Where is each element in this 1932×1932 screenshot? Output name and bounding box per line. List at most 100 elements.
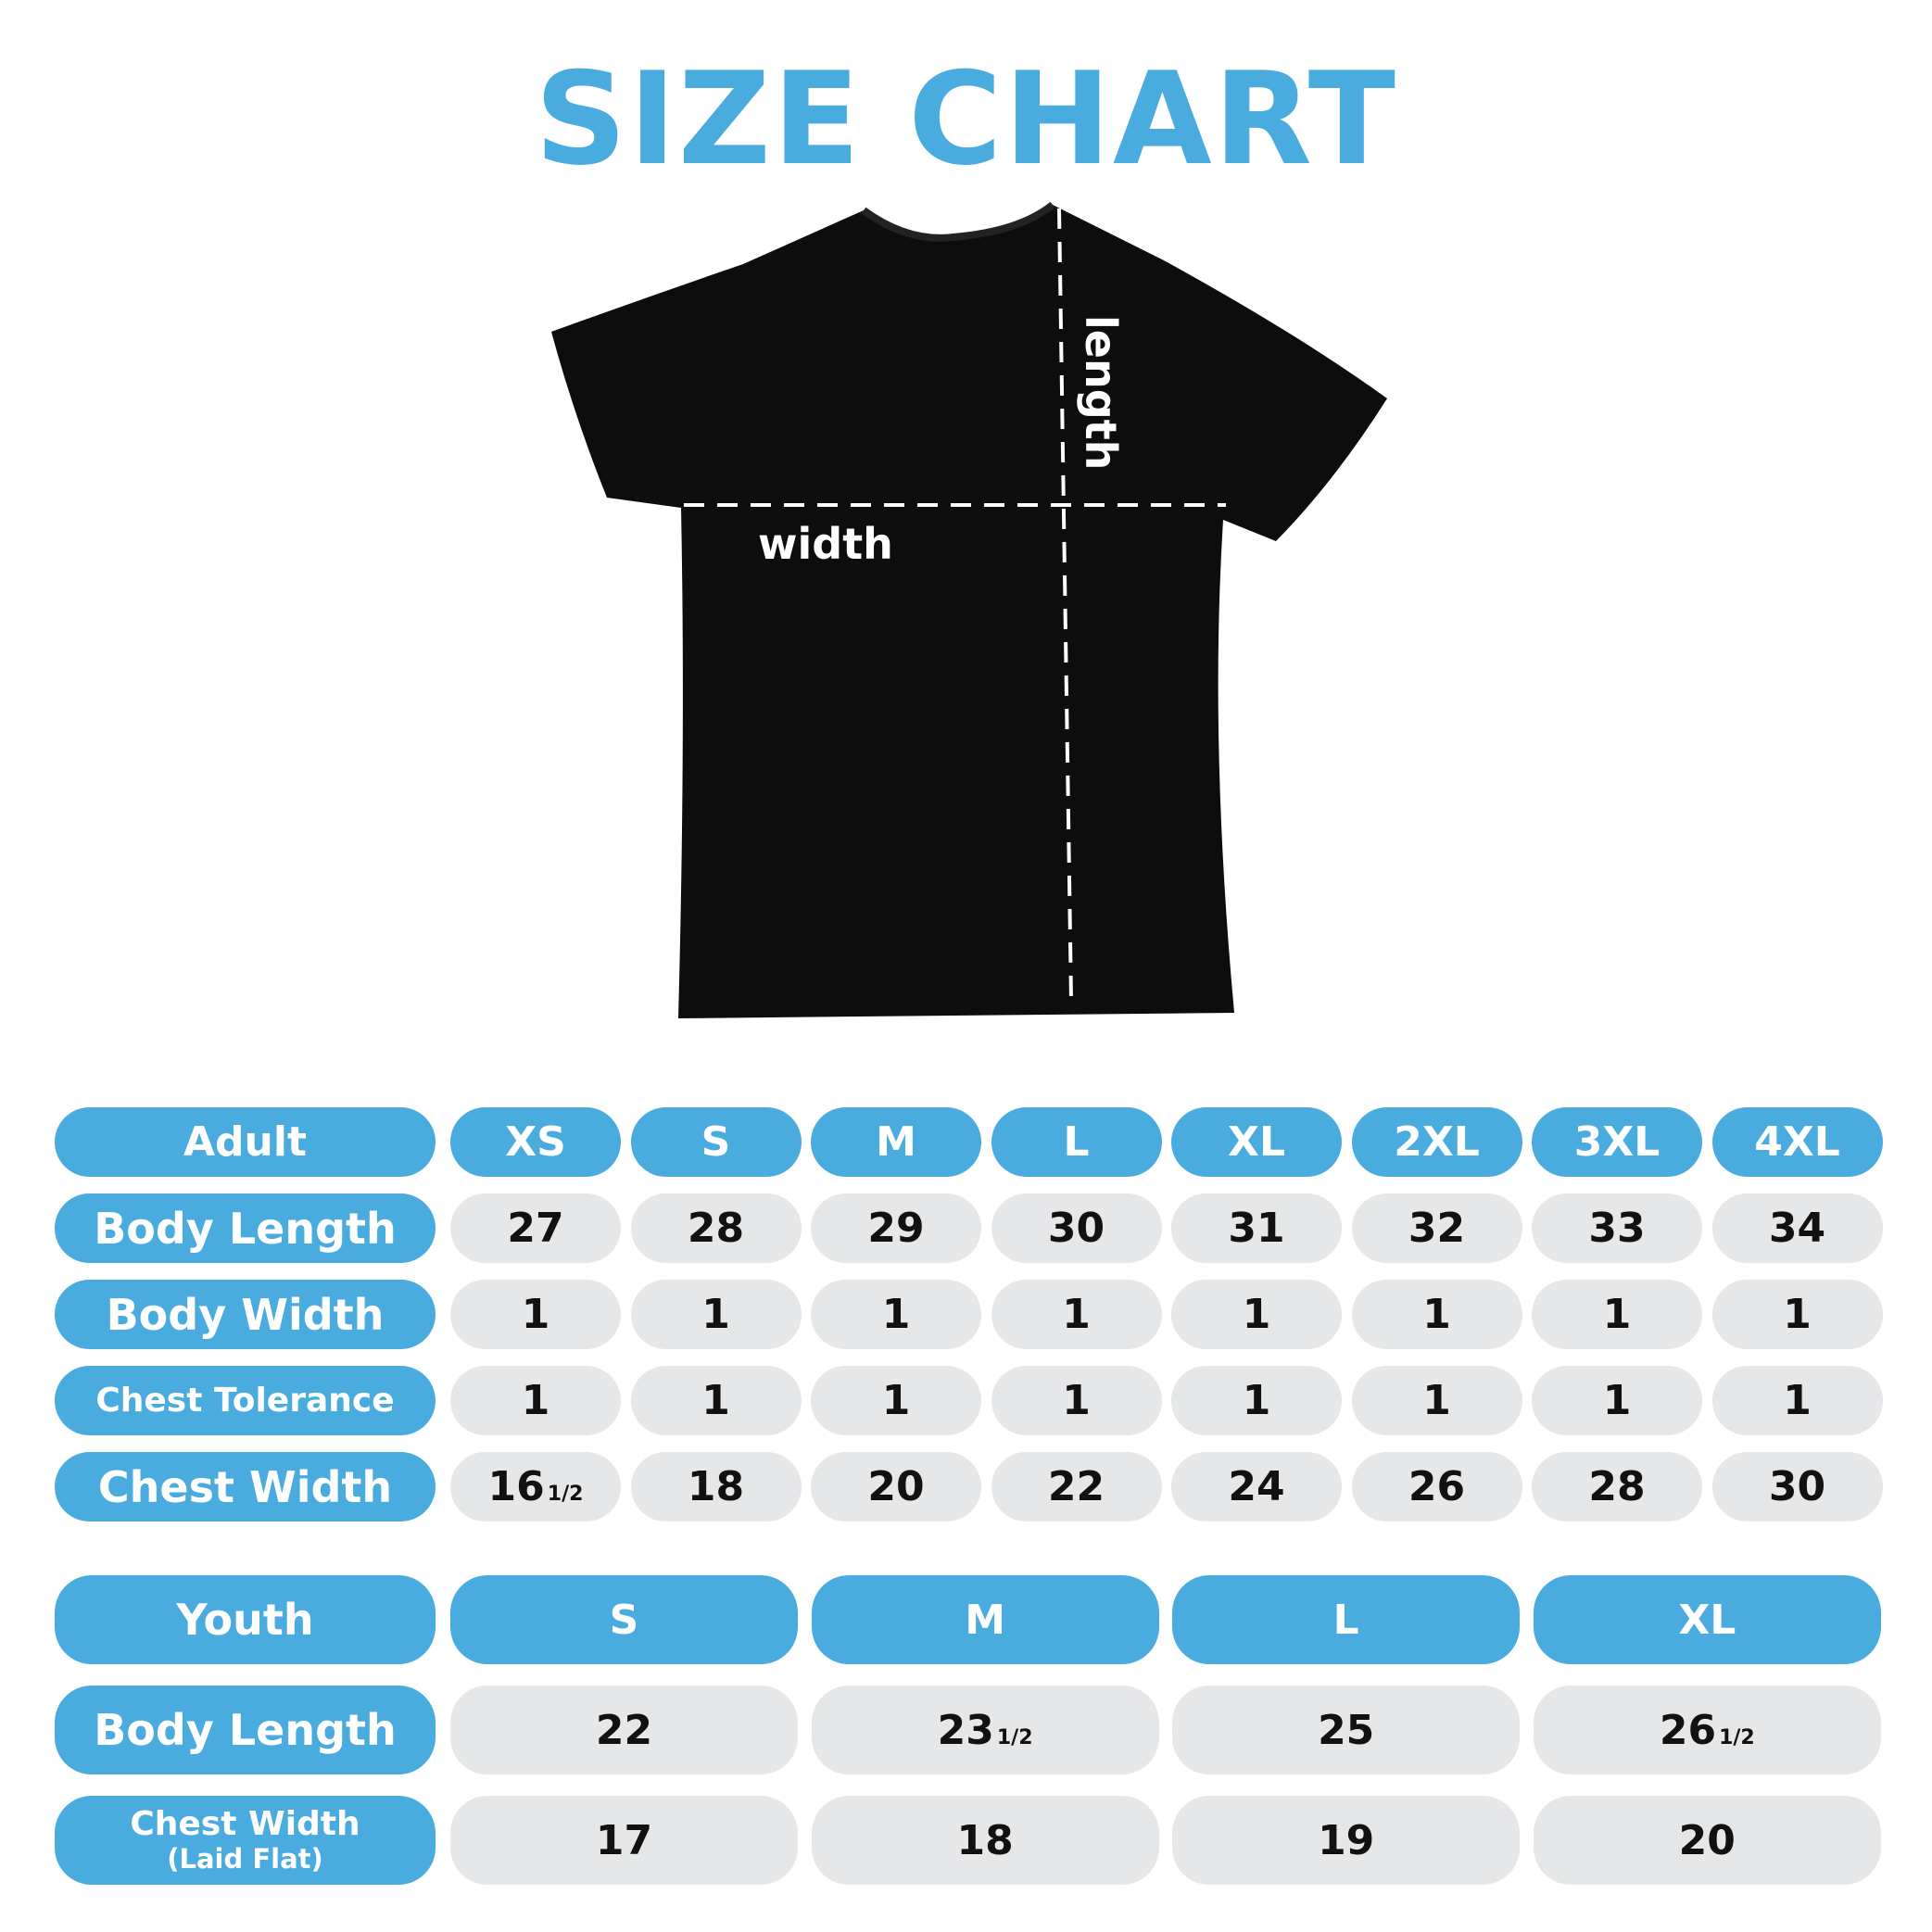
adult-cell: 20 [811,1452,981,1522]
youth-row-label: Body Length [55,1686,436,1774]
adult-cell: 27 [450,1193,621,1263]
size-label: S [609,1596,639,1644]
value-number: 30 [1047,1205,1105,1252]
cell-value: 22 [1048,1463,1105,1510]
value-number: 28 [687,1205,745,1252]
value-number: 1 [1783,1377,1812,1424]
value-number: 25 [1318,1706,1375,1754]
cell-value: 17 [596,1817,652,1864]
adult-cell: 33 [1532,1193,1702,1263]
value-number: 1 [701,1291,730,1338]
cell-value: 26 1/2 [1660,1707,1755,1754]
row-label: Chest Width [97,1461,393,1512]
value-number: 16 [487,1463,545,1510]
adult-header: Adult [55,1107,436,1177]
adult-row-label: Chest Width [55,1452,436,1522]
value-fraction: 1/2 [1719,1725,1755,1749]
youth-cell: 18 [811,1796,1159,1885]
adult-cell: 1 [630,1366,802,1435]
cell-value: 34 [1769,1205,1825,1252]
adult-cell: 28 [1532,1452,1702,1522]
adult-cell: 1 [450,1280,621,1349]
adult-cell: 1 [811,1280,981,1349]
cell-value: 1 [1783,1291,1812,1338]
size-label: XL [1678,1596,1736,1644]
cell-value: 1 [1422,1291,1451,1338]
adult-row-label: Body Width [55,1280,436,1349]
cell-value: 1 [1422,1377,1451,1424]
value-number: 1 [701,1377,730,1424]
value-number: 20 [867,1463,925,1510]
value-number: 33 [1588,1205,1646,1252]
cell-value: 1 [1062,1291,1091,1338]
cell-value: 1 [1062,1377,1091,1424]
cell-value: 28 [688,1205,744,1252]
adult-cell: 22 [991,1452,1162,1522]
cell-value: 20 [1679,1817,1736,1864]
adult-cell: 1 [1532,1280,1702,1349]
adult-cell: 34 [1711,1193,1883,1263]
adult-cell: 1 [991,1366,1162,1435]
adult-cell: 1 [450,1366,621,1435]
adult-cell: 30 [991,1193,1162,1263]
value-number: 30 [1768,1463,1826,1510]
youth-cell: 23 1/2 [811,1686,1159,1774]
size-label: 4XL [1754,1118,1840,1166]
row-label: Body Width [106,1289,385,1340]
cell-value: 1 [522,1291,550,1338]
value-number: 1 [1602,1377,1632,1424]
adult-cell: 1 [1171,1280,1342,1349]
value-number: 1 [881,1291,911,1338]
adult-cell: 26 [1351,1452,1522,1522]
row-label: Chest Width [130,1805,360,1843]
value-number: 1 [1783,1291,1812,1338]
tshirt-image [551,205,1387,1018]
youth-cell: 17 [450,1796,798,1885]
value-number: 32 [1408,1205,1466,1252]
collar [861,201,1055,242]
cell-value: 1 [882,1291,911,1338]
size-label: 2XL [1394,1118,1480,1166]
value-number: 17 [595,1816,653,1864]
cell-value: 1 [701,1377,730,1424]
row-label: Chest Tolerance [95,1381,395,1420]
adult-size-header: L [991,1107,1162,1177]
youth-header-label: Youth [176,1595,314,1645]
adult-cell: 1 [1711,1366,1883,1435]
adult-size-header: XS [450,1107,621,1177]
size-label: 3XL [1573,1118,1661,1166]
cell-value: 1 [522,1377,550,1424]
cell-value: 30 [1769,1463,1825,1510]
youth-cell: 19 [1172,1796,1521,1885]
cell-value: 1 [882,1377,911,1424]
value-number: 22 [595,1706,653,1754]
cell-value: 1 [1603,1377,1632,1424]
row-label: Body Length [94,1203,397,1254]
row-sublabel: (Laid Flat) [167,1843,323,1875]
adult-cell: 1 [1711,1280,1883,1349]
youth-cell: 22 [450,1686,798,1774]
adult-size-header: 3XL [1532,1107,1702,1177]
adult-cell: 30 [1711,1452,1883,1522]
value-number: 27 [507,1205,564,1252]
row-label: Body Length [94,1705,397,1755]
adult-cell: 1 [630,1280,802,1349]
youth-cell: 26 1/2 [1533,1686,1881,1774]
adult-cell: 1 [811,1366,981,1435]
adult-cell: 24 [1171,1452,1342,1522]
value-number: 1 [1602,1291,1632,1338]
value-number: 1 [521,1377,550,1424]
cell-value: 18 [956,1817,1013,1864]
cell-value: 1 [701,1291,730,1338]
value-number: 20 [1678,1816,1736,1864]
adult-cell: 1 [1171,1366,1342,1435]
youth-size-header: M [811,1575,1159,1664]
tshirt-diagram: width length [551,201,1387,1018]
youth-row-label: Chest Width (Laid Flat) [55,1796,436,1885]
adult-cell: 1 [1351,1366,1522,1435]
cell-value: 16 1/2 [488,1463,584,1510]
cell-value: 26 [1408,1463,1465,1510]
youth-cell: 20 [1533,1796,1881,1885]
adult-size-header: 2XL [1351,1107,1522,1177]
youth-cell: 25 [1172,1686,1521,1774]
